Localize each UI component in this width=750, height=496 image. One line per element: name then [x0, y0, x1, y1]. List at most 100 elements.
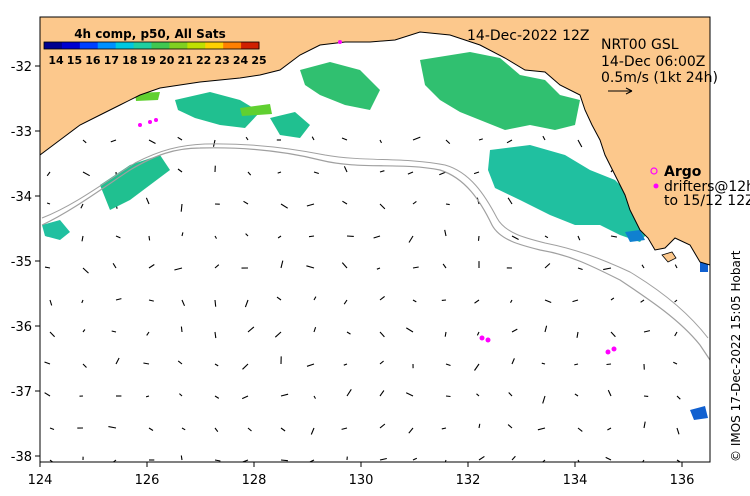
colorbar-tick-label: 22: [196, 54, 211, 67]
current-vector: [379, 331, 385, 338]
current-vector: [110, 139, 117, 143]
colorbar-tick-label: 25: [251, 54, 266, 67]
colorbar-title: 4h comp, p50, All Sats: [74, 27, 226, 41]
colorbar: 4h comp, p50, All Sats 14 15 16 17 18 19 20 21 2…: [43, 27, 267, 67]
current-vector: [46, 171, 51, 177]
current-vector: [245, 136, 249, 141]
colorbar-tick-label: 19: [141, 54, 156, 67]
colorbar-tick-label: 24: [233, 54, 249, 67]
current-vector: [610, 235, 618, 238]
current-vector: [115, 298, 122, 301]
current-scale-label: 0.5m/s (1kt 24h): [601, 70, 718, 86]
y-tick-label: -34: [11, 190, 32, 205]
current-vector: [412, 266, 419, 269]
x-tick-label: 128: [242, 473, 267, 488]
current-vector: [541, 459, 546, 462]
current-vector: [610, 331, 616, 338]
current-vector: [112, 459, 117, 462]
colorbar-cell: [169, 42, 188, 49]
current-vector: [214, 427, 219, 433]
current-vector: [544, 263, 551, 269]
current-vector: [145, 395, 150, 398]
current-vector: [181, 427, 186, 431]
current-vector: [242, 363, 249, 370]
current-vector: [277, 171, 282, 174]
sst-patch-gulf: [488, 145, 650, 242]
current-vector: [311, 136, 315, 141]
current-vector: [544, 325, 548, 333]
isobath-line-inner: [41, 143, 709, 339]
current-vector: [477, 235, 480, 241]
current-vector: [46, 202, 51, 205]
colorbar-tick-label: 20: [159, 54, 175, 67]
colorbar-tick-label: 17: [104, 54, 119, 67]
current-vector: [544, 299, 552, 304]
current-vector: [511, 235, 519, 240]
current-vector: [214, 331, 217, 339]
coastline: [40, 31, 710, 266]
current-vector: [145, 197, 150, 205]
drifter-5: [479, 335, 485, 341]
credit-label: © IMOS 17-Dec-2022 15:05 Hobart: [729, 250, 743, 462]
sst-patch-blue-gulf: [625, 230, 645, 242]
current-vector: [180, 455, 183, 461]
current-vector: [379, 170, 385, 173]
current-vector: [478, 138, 483, 141]
current-vector: [610, 297, 615, 301]
colorbar-cell: [187, 42, 206, 49]
current-vector: [341, 262, 348, 269]
current-vector: [214, 459, 221, 462]
current-vector: [280, 459, 288, 462]
current-vector: [81, 299, 84, 304]
current-vector: [511, 455, 516, 461]
current-vector: [674, 264, 678, 269]
current-vector: [313, 171, 319, 175]
current-vector: [306, 363, 315, 367]
current-vector: [511, 358, 515, 365]
current-time-label: 14-Dec 06:00Z: [601, 54, 705, 70]
drifter-2: [148, 120, 152, 124]
drifter-6: [485, 337, 491, 343]
current-vector: [574, 363, 579, 366]
current-vector: [507, 424, 513, 429]
current-vector: [412, 457, 418, 461]
colorbar-cell: [205, 42, 224, 49]
drifter-4: [338, 40, 342, 44]
current-vector: [177, 136, 183, 141]
current-vector: [280, 260, 284, 269]
current-vector: [673, 361, 678, 365]
colorbar-cell: [151, 42, 170, 49]
current-vector: [379, 423, 386, 429]
current-vector: [510, 299, 513, 303]
current-vector: [379, 139, 382, 144]
current-vector: [507, 197, 513, 205]
current-vector: [241, 395, 249, 400]
current-vector: [607, 427, 612, 431]
current-vector: [214, 363, 219, 367]
x-tick-label: 124: [28, 473, 53, 488]
current-vector: [445, 203, 450, 206]
sst-patch-blue-se: [690, 406, 708, 420]
current-vector: [177, 168, 183, 173]
current-vector: [641, 459, 645, 462]
current-vector: [412, 299, 417, 303]
current-vector: [412, 136, 421, 141]
current-vector: [541, 362, 546, 365]
y-tick-label: -33: [11, 125, 32, 140]
current-vector: [308, 235, 315, 238]
scale-arrow-head: [625, 87, 633, 95]
current-vector: [313, 395, 316, 399]
current-vector: [214, 264, 220, 269]
island: [661, 251, 677, 263]
x-tick-label: 136: [670, 473, 695, 488]
current-vector: [511, 328, 518, 333]
current-vector: [280, 203, 288, 209]
current-vector: [508, 392, 513, 397]
y-tick-label: -36: [11, 320, 32, 335]
current-vector: [405, 392, 414, 397]
current-vector: [577, 459, 580, 462]
current-vector: [341, 427, 348, 430]
current-vector: [181, 232, 184, 237]
current-vector: [247, 326, 255, 333]
isobath-line: [41, 147, 710, 361]
